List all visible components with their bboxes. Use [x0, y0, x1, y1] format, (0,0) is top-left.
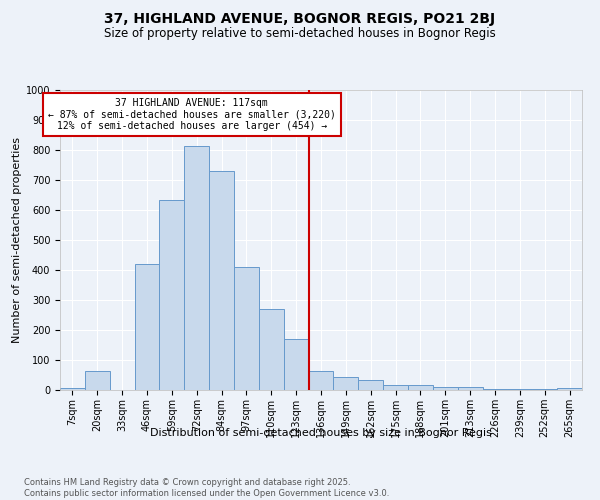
Bar — [508, 389, 532, 390]
Bar — [383, 384, 408, 390]
Bar — [60, 388, 85, 390]
Bar — [334, 378, 358, 390]
Bar — [160, 200, 184, 390]
Bar — [284, 339, 308, 390]
Text: Distribution of semi-detached houses by size in Bognor Regis: Distribution of semi-detached houses by … — [150, 428, 492, 438]
Bar — [458, 387, 482, 390]
Text: Contains HM Land Registry data © Crown copyright and database right 2025.
Contai: Contains HM Land Registry data © Crown c… — [24, 478, 389, 498]
Text: Size of property relative to semi-detached houses in Bognor Regis: Size of property relative to semi-detach… — [104, 28, 496, 40]
Bar — [234, 267, 259, 390]
Bar — [259, 309, 284, 390]
Bar — [557, 388, 582, 390]
Bar — [482, 389, 508, 390]
Y-axis label: Number of semi-detached properties: Number of semi-detached properties — [11, 137, 22, 343]
Bar — [358, 380, 383, 390]
Bar — [184, 146, 209, 390]
Bar — [408, 384, 433, 390]
Bar — [209, 171, 234, 390]
Bar — [134, 264, 160, 390]
Text: 37 HIGHLAND AVENUE: 117sqm
← 87% of semi-detached houses are smaller (3,220)
12%: 37 HIGHLAND AVENUE: 117sqm ← 87% of semi… — [48, 98, 335, 130]
Bar — [85, 370, 110, 390]
Text: 37, HIGHLAND AVENUE, BOGNOR REGIS, PO21 2BJ: 37, HIGHLAND AVENUE, BOGNOR REGIS, PO21 … — [104, 12, 496, 26]
Bar — [433, 387, 458, 390]
Bar — [308, 370, 334, 390]
